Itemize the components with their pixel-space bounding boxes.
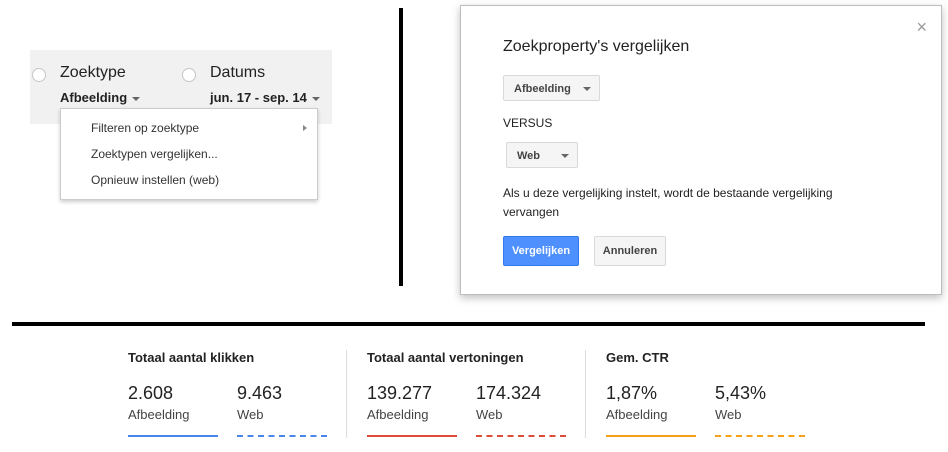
- search-type-value: Afbeelding: [60, 90, 128, 105]
- menu-item-compare-search-types[interactable]: Zoektypen vergelijken...: [91, 147, 218, 161]
- metric-label: Web: [476, 407, 503, 422]
- caret-down-icon: [132, 96, 141, 101]
- menu-item-filter-search-type[interactable]: Filteren op zoektype: [91, 121, 200, 135]
- dialog-title: Zoekproperty's vergelijken: [503, 38, 690, 55]
- metric-value: 174.324: [476, 383, 542, 403]
- first-property-value: Afbeelding: [514, 83, 571, 95]
- caret-down-icon: [583, 87, 591, 91]
- metric-label: Afbeelding: [367, 407, 429, 422]
- dates-radio[interactable]: [182, 68, 196, 82]
- metric-total-impressions[interactable]: Totaal aantal vertoningen 139.277 Afbeel…: [367, 350, 597, 445]
- second-property-select[interactable]: Web: [506, 142, 578, 168]
- metric-label: Afbeelding: [128, 407, 190, 422]
- series-line-dashed: [715, 435, 805, 437]
- metric-label: Web: [715, 407, 742, 422]
- cancel-button[interactable]: Annuleren: [594, 236, 666, 266]
- search-type-title: Zoektype: [60, 64, 126, 81]
- series-line-solid: [606, 435, 696, 437]
- first-property-select[interactable]: Afbeelding: [503, 75, 600, 101]
- metric-value: 5,43%: [715, 383, 767, 403]
- caret-down-icon: [311, 96, 320, 101]
- search-type-menu: Filteren op zoektype Zoektypen vergelijk…: [60, 108, 318, 200]
- metric-series-web: 5,43% Web: [715, 383, 805, 437]
- series-line-solid: [128, 435, 218, 437]
- metric-value: 1,87%: [606, 383, 658, 403]
- compare-button[interactable]: Vergelijken: [503, 236, 579, 266]
- submenu-arrow-icon: [303, 125, 307, 131]
- versus-label: VERSUS: [503, 116, 553, 130]
- dates-dropdown[interactable]: jun. 17 - sep. 14: [210, 90, 320, 105]
- metric-title: Totaal aantal klikken: [128, 350, 255, 365]
- metric-total-clicks[interactable]: Totaal aantal klikken 2.608 Afbeelding 9…: [128, 350, 358, 445]
- metric-series-image: 1,87% Afbeelding: [606, 383, 696, 437]
- dates-value: jun. 17 - sep. 14: [210, 90, 307, 105]
- metric-separator: [585, 350, 586, 438]
- metric-title: Gem. CTR: [606, 350, 669, 365]
- replace-warning: Als u deze vergelijking instelt, wordt d…: [503, 186, 833, 219]
- horizontal-divider: [12, 322, 925, 326]
- metric-value: 2.608: [128, 383, 174, 403]
- dates-title: Datums: [210, 64, 266, 81]
- second-property-value: Web: [517, 150, 541, 162]
- metric-average-ctr[interactable]: Gem. CTR 1,87% Afbeelding 5,43% Web: [606, 350, 836, 445]
- metric-label: Web: [237, 407, 264, 422]
- close-icon[interactable]: ×: [916, 17, 927, 37]
- caret-down-icon: [561, 154, 569, 158]
- metric-value: 9.463: [237, 383, 283, 403]
- metric-separator: [346, 350, 347, 438]
- series-line-solid: [367, 435, 457, 437]
- series-line-dashed: [476, 435, 566, 437]
- compare-dialog: × Zoekproperty's vergelijken Afbeelding …: [460, 5, 942, 295]
- series-line-dashed: [237, 435, 327, 437]
- metric-value: 139.277: [367, 383, 433, 403]
- metric-label: Afbeelding: [606, 407, 668, 422]
- metric-series-image: 139.277 Afbeelding: [367, 383, 457, 437]
- metric-series-web: 9.463 Web: [237, 383, 327, 437]
- vertical-divider: [399, 8, 403, 286]
- metric-series-web: 174.324 Web: [476, 383, 566, 437]
- menu-item-reset-web[interactable]: Opnieuw instellen (web): [91, 173, 220, 187]
- metric-title: Totaal aantal vertoningen: [367, 350, 524, 365]
- search-type-dropdown[interactable]: Afbeelding: [60, 90, 141, 105]
- search-type-radio[interactable]: [32, 68, 46, 82]
- metric-series-image: 2.608 Afbeelding: [128, 383, 218, 437]
